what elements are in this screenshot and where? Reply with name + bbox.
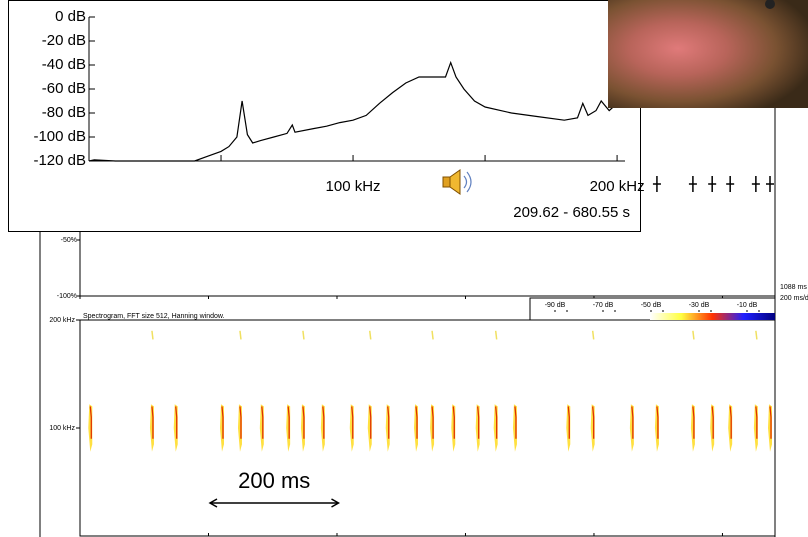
y-tick-label: 100 kHz [49, 425, 75, 432]
time-range: 209.62 - 680.55 s [513, 204, 630, 221]
call-harmonic [240, 331, 241, 340]
y-tick-label: -60 dB [42, 80, 86, 97]
spectrogram-title: Spectrogram, FFT size 512, Hanning windo… [83, 313, 225, 320]
division-label: 200 ms/div [780, 295, 808, 302]
osc-burst [726, 176, 734, 192]
colorbar-label: -70 dB [593, 302, 614, 309]
colorbar-label: -50 dB [641, 302, 662, 309]
spectrogram-frame [80, 320, 775, 536]
y-tick-label: -20 dB [42, 32, 86, 49]
colorbar [650, 313, 775, 320]
figure: -50% -100% Spectrogram, FFT size 512, Hann… [0, 0, 808, 537]
y-tick-label: -40 dB [42, 56, 86, 73]
colorbar-label: -10 dB [737, 302, 758, 309]
osc-burst [766, 176, 774, 192]
osc-burst [752, 176, 760, 192]
x-tick-label: 100 kHz [326, 178, 381, 195]
x-tick-label: 200 kHz [590, 178, 645, 195]
call-harmonic [432, 331, 433, 340]
speaker-body [443, 177, 450, 187]
osc-burst [689, 176, 697, 192]
y-tick-label: -80 dB [42, 104, 86, 121]
call-harmonic [693, 331, 694, 340]
call-harmonic [496, 331, 497, 340]
y-tick-label: 200 kHz [49, 317, 75, 324]
call-harmonic [756, 331, 757, 340]
spectrum-frame [9, 1, 641, 232]
duration-label: 1088 ms [780, 284, 807, 291]
colorbar-label: -30 dB [689, 302, 710, 309]
call-harmonic [303, 331, 304, 340]
colorbar-label: -90 dB [545, 302, 566, 309]
y-tick-label: -120 dB [33, 152, 86, 169]
call-harmonic [593, 331, 594, 340]
y-tick-label: 0 dB [55, 8, 86, 25]
osc-burst [653, 176, 661, 192]
call-harmonic [152, 331, 153, 340]
scale-bar-label: 200 ms [238, 468, 310, 493]
spectrum-panel: 0 dB -20 dB -40 dB -60 dB -80 dB -100 dB -120 … [9, 1, 645, 232]
osc-burst [708, 176, 716, 192]
osc-tick-label: -50% [61, 237, 77, 244]
y-tick-label: -100 dB [33, 128, 86, 145]
call-harmonic [370, 331, 371, 340]
bat-photo [608, 0, 808, 108]
osc-tick-label: -100% [57, 293, 77, 300]
